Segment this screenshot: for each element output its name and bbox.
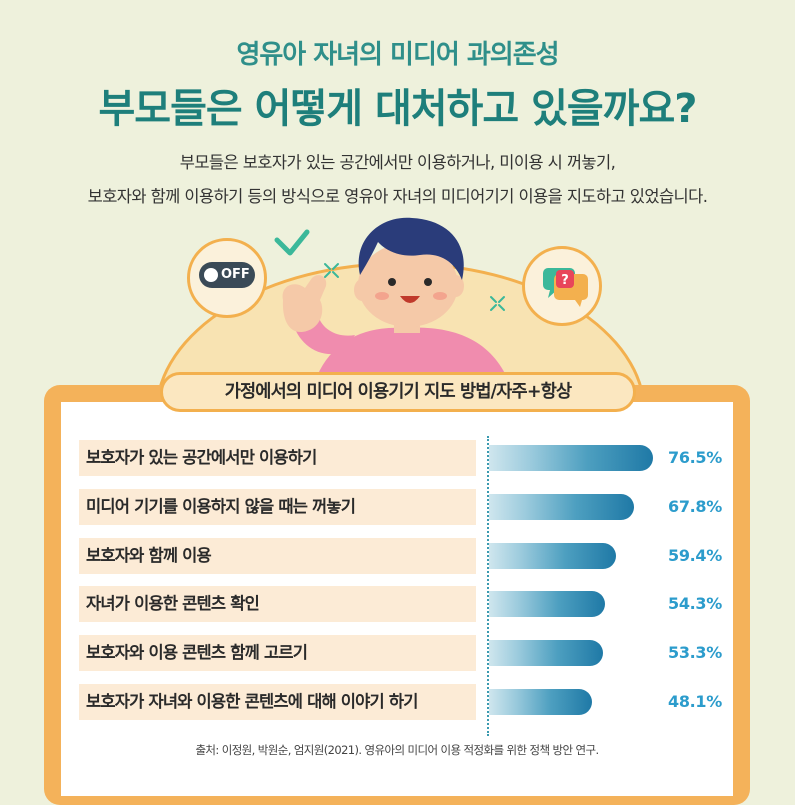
check-icon [274, 229, 310, 256]
data-label: 67.8% [667, 496, 722, 516]
bar [489, 640, 604, 667]
svg-text:?: ? [561, 273, 569, 288]
bar [489, 591, 606, 618]
category-label: 보호자와 함께 이용 [79, 537, 476, 574]
bar [489, 445, 653, 471]
bar [489, 542, 617, 569]
category-label: 보호자가 자녀와 이용한 콘텐츠에 대해 이야기 하기 [79, 684, 476, 720]
data-label: 59.4% [667, 545, 722, 565]
bar [489, 689, 593, 715]
category-label: 보호자와 이용 콘텐츠 함께 고르기 [79, 635, 476, 672]
source-citation: 출처: 이정원, 박원순, 엄지원(2021). 영유아의 미디어 이용 적정화… [195, 743, 599, 757]
chart-title: 가정에서의 미디어 이용기기 지도 방법/자주+항상 [160, 372, 636, 412]
category-label: 자녀가 이용한 콘텐츠 확인 [79, 586, 476, 623]
data-label: 54.3% [667, 594, 722, 614]
description-line-1: 부모들은 보호자가 있는 공간에서만 이용하거나, 미이용 시 꺼놓기, [179, 153, 616, 172]
data-label: 76.5% [667, 448, 722, 467]
category-label: 보호자가 있는 공간에서만 이용하기 [79, 440, 476, 476]
data-label: 48.1% [667, 692, 722, 711]
category-label: 미디어 기기를 이용하지 않을 때는 꺼놓기 [79, 488, 476, 525]
data-label: 53.3% [667, 643, 722, 663]
question-circle [522, 246, 602, 326]
bar [489, 493, 635, 520]
chart-axis-divider [487, 436, 489, 736]
page-title: 부모들은 어떻게 대처하고 있을까요? [98, 86, 698, 132]
off-toggle-icon: OFF [199, 262, 255, 288]
page-subtitle: 영유아 자녀의 미디어 과의존성 [236, 40, 559, 70]
sparkle-icon [324, 263, 505, 311]
description-line-2: 보호자와 함께 이용하기 등의 방식으로 영유아 자녀의 미디어기기 이용을 지… [87, 187, 708, 206]
speech-bubble-question-icon: ? [543, 268, 588, 307]
